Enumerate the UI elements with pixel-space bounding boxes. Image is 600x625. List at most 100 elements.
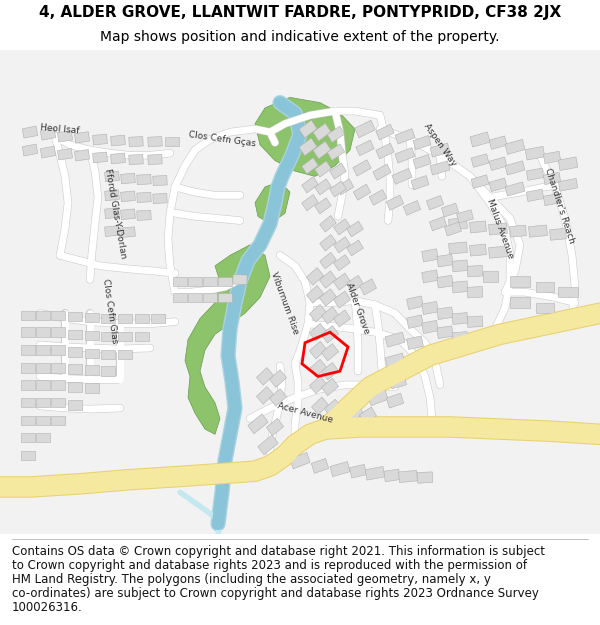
- Polygon shape: [544, 173, 560, 184]
- Polygon shape: [489, 136, 507, 149]
- Polygon shape: [407, 336, 424, 349]
- Polygon shape: [51, 346, 65, 355]
- Polygon shape: [558, 287, 578, 298]
- Polygon shape: [325, 399, 341, 417]
- Polygon shape: [314, 161, 331, 177]
- Polygon shape: [322, 326, 338, 343]
- Polygon shape: [359, 407, 377, 424]
- Polygon shape: [85, 331, 99, 340]
- Polygon shape: [185, 245, 270, 434]
- Polygon shape: [313, 123, 331, 141]
- Polygon shape: [559, 179, 578, 191]
- Text: HM Land Registry. The polygons (including the associated geometry, namely x, y: HM Land Registry. The polygons (includin…: [12, 573, 491, 586]
- Polygon shape: [346, 405, 364, 422]
- Polygon shape: [22, 144, 38, 156]
- Polygon shape: [356, 140, 374, 156]
- Polygon shape: [347, 221, 364, 237]
- Polygon shape: [369, 189, 387, 205]
- Polygon shape: [311, 459, 329, 473]
- Polygon shape: [51, 363, 65, 372]
- Polygon shape: [368, 389, 388, 406]
- Polygon shape: [85, 312, 99, 322]
- Polygon shape: [470, 132, 490, 147]
- Polygon shape: [21, 432, 35, 442]
- Polygon shape: [68, 364, 82, 374]
- Polygon shape: [389, 374, 407, 389]
- Polygon shape: [320, 253, 336, 269]
- Polygon shape: [422, 270, 438, 283]
- Polygon shape: [58, 131, 73, 142]
- Polygon shape: [373, 164, 391, 180]
- Polygon shape: [336, 179, 354, 195]
- Polygon shape: [470, 244, 487, 256]
- Polygon shape: [452, 260, 468, 272]
- Polygon shape: [488, 246, 508, 258]
- Polygon shape: [334, 254, 350, 271]
- Polygon shape: [121, 191, 136, 202]
- Polygon shape: [327, 126, 345, 142]
- Polygon shape: [256, 368, 274, 385]
- Polygon shape: [437, 254, 453, 267]
- Polygon shape: [310, 359, 326, 377]
- Polygon shape: [526, 189, 544, 201]
- Polygon shape: [319, 271, 337, 288]
- Polygon shape: [302, 177, 319, 193]
- Polygon shape: [510, 276, 530, 287]
- Polygon shape: [467, 286, 483, 298]
- Polygon shape: [188, 292, 202, 302]
- Polygon shape: [427, 196, 443, 210]
- Polygon shape: [40, 128, 56, 140]
- Polygon shape: [422, 301, 438, 314]
- Polygon shape: [353, 184, 371, 200]
- Polygon shape: [510, 298, 530, 308]
- Polygon shape: [536, 302, 554, 313]
- Polygon shape: [22, 126, 38, 138]
- Polygon shape: [457, 210, 473, 223]
- Polygon shape: [148, 136, 162, 147]
- Polygon shape: [329, 163, 346, 179]
- Polygon shape: [21, 380, 35, 389]
- Polygon shape: [322, 344, 338, 361]
- Polygon shape: [525, 146, 545, 160]
- Polygon shape: [68, 400, 82, 409]
- Polygon shape: [467, 266, 483, 277]
- Polygon shape: [386, 195, 404, 211]
- Polygon shape: [36, 328, 50, 337]
- Polygon shape: [334, 310, 350, 327]
- Polygon shape: [322, 307, 338, 324]
- Polygon shape: [411, 176, 429, 190]
- Polygon shape: [74, 149, 89, 161]
- Polygon shape: [376, 143, 394, 159]
- Polygon shape: [449, 242, 467, 254]
- Polygon shape: [310, 376, 326, 394]
- Text: 100026316.: 100026316.: [12, 601, 83, 614]
- Text: Heol Isaf: Heol Isaf: [40, 122, 80, 135]
- Polygon shape: [384, 469, 400, 482]
- Polygon shape: [395, 129, 415, 144]
- Text: Malus Avenue: Malus Avenue: [485, 198, 515, 260]
- Polygon shape: [68, 312, 82, 321]
- Polygon shape: [101, 332, 115, 341]
- Polygon shape: [74, 132, 89, 143]
- Polygon shape: [488, 223, 508, 235]
- Polygon shape: [36, 346, 50, 355]
- Polygon shape: [372, 371, 392, 386]
- Polygon shape: [58, 149, 73, 160]
- Polygon shape: [355, 120, 375, 138]
- Polygon shape: [255, 98, 355, 176]
- Polygon shape: [320, 216, 336, 232]
- Polygon shape: [173, 292, 187, 302]
- Polygon shape: [302, 194, 319, 211]
- Polygon shape: [529, 225, 547, 237]
- Polygon shape: [101, 314, 115, 323]
- Polygon shape: [258, 435, 278, 455]
- Polygon shape: [452, 331, 468, 343]
- Polygon shape: [269, 370, 287, 388]
- Polygon shape: [68, 329, 82, 339]
- Polygon shape: [118, 332, 132, 341]
- Text: Alder Grove: Alder Grove: [344, 281, 371, 335]
- Polygon shape: [299, 120, 317, 138]
- Polygon shape: [101, 366, 115, 376]
- Polygon shape: [536, 282, 554, 292]
- Polygon shape: [0, 50, 600, 534]
